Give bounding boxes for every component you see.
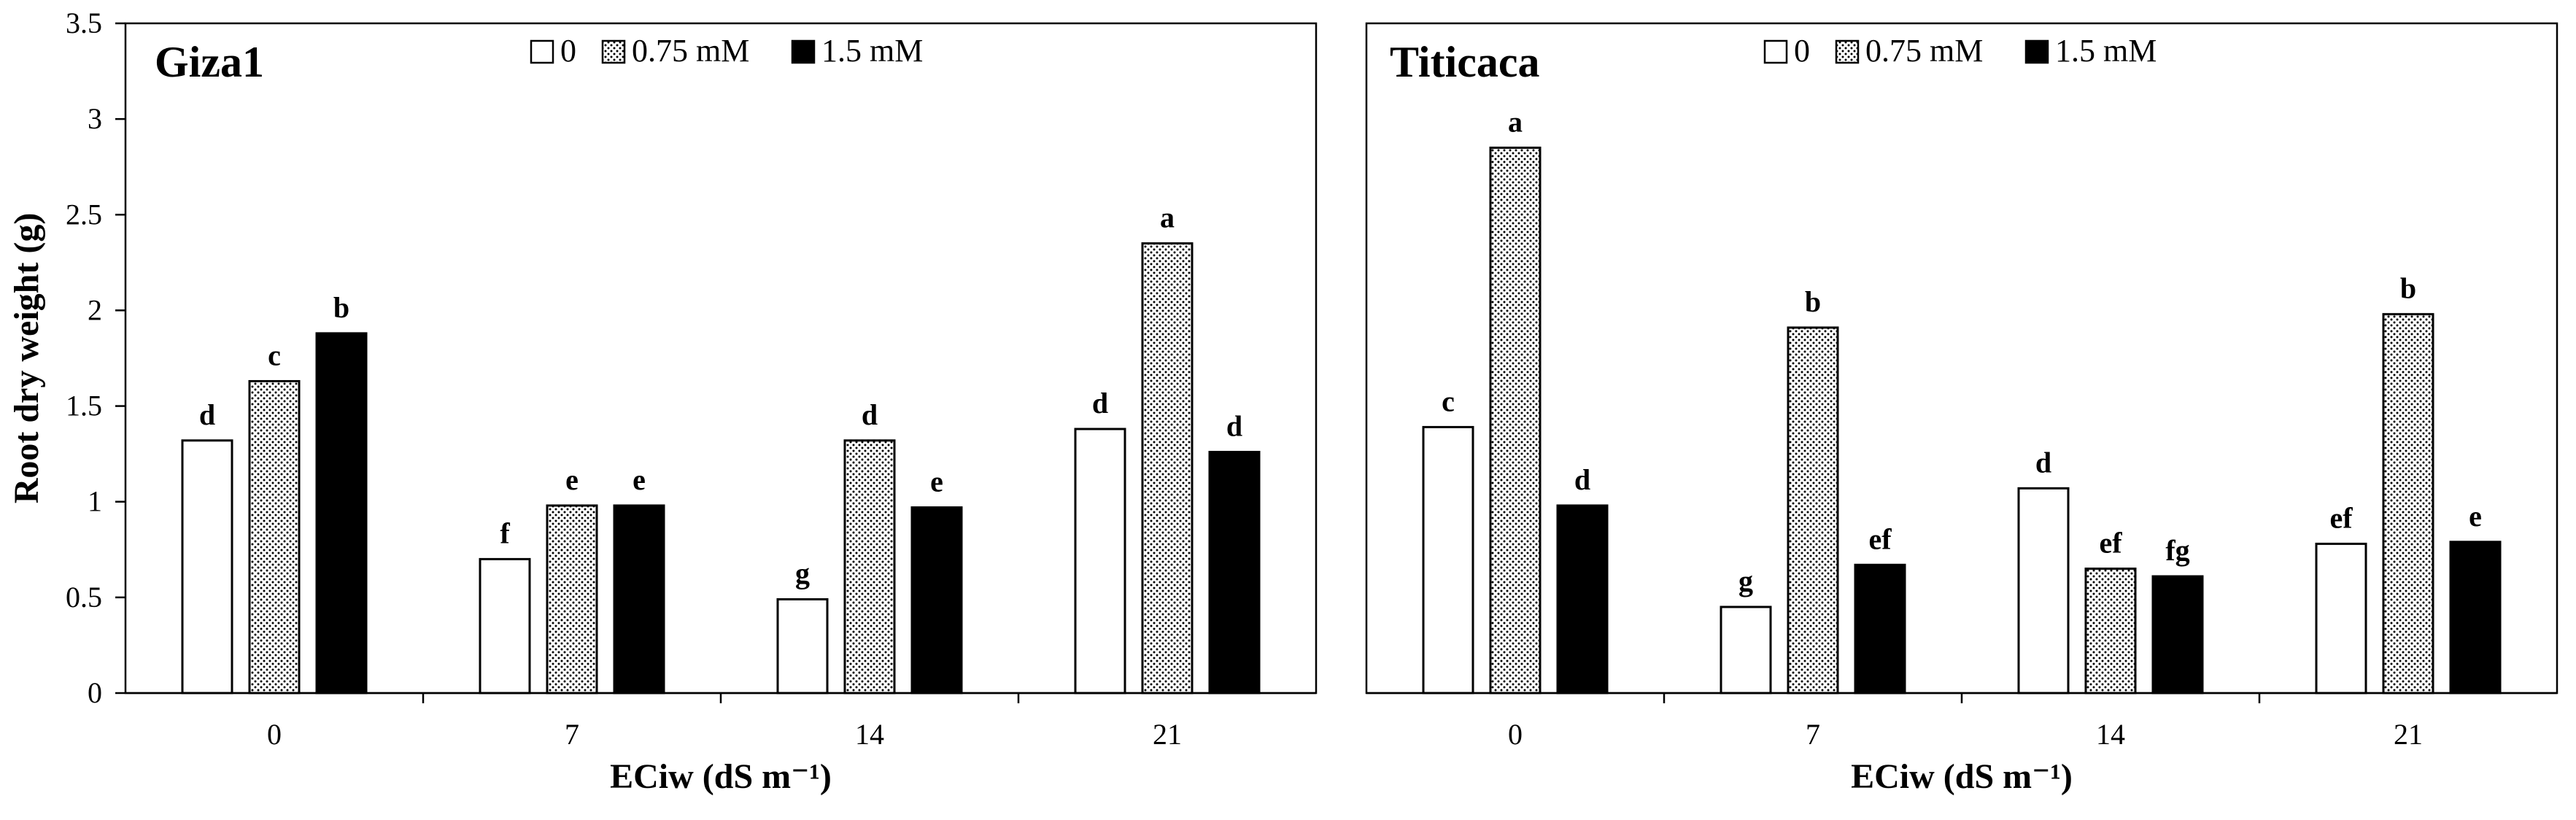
y-tick-label: 2.5 [66, 198, 102, 231]
charts-group: 0 0.5 1 1.5 2 2.5 3 3.5 0 d c b 7 f e e 14 g d e 21 d a d Giza1 0… [7, 7, 2558, 796]
y-tick-label: 1 [88, 485, 102, 518]
significance-letter: d [199, 398, 215, 431]
significance-letter: fg [2165, 534, 2189, 567]
significance-letter: c [1442, 384, 1455, 417]
legend-swatch [791, 39, 816, 64]
bar-7-series-2 [1854, 563, 1906, 695]
bar-7-series-0 [479, 557, 531, 695]
x-tick-label: 14 [855, 718, 884, 751]
panel-frame [124, 22, 1318, 695]
significance-letter: f [500, 517, 510, 549]
y-tick-label: 3.5 [66, 7, 102, 39]
bar-7-series-2 [613, 504, 665, 695]
legend-entry: 0 [1794, 33, 1810, 69]
legend-swatch [530, 39, 554, 64]
significance-letter: d [2035, 446, 2051, 479]
legend-entry: 1.5 mM [2055, 33, 2157, 69]
bar-21-series-1 [2382, 313, 2434, 695]
bar-14-series-0 [776, 597, 829, 695]
significance-letter: g [1738, 565, 1753, 597]
y-tick-label: 1.5 [66, 390, 102, 422]
significance-letter: ef [2099, 527, 2122, 560]
bar-0-series-2 [1556, 504, 1609, 695]
bar-21-series-2 [1208, 451, 1261, 695]
significance-letter: b [333, 291, 349, 324]
significance-letter: d [1092, 387, 1108, 419]
bar-7-series-1 [1787, 326, 1839, 695]
x-tick-label: 21 [1153, 718, 1182, 751]
bar-0-series-0 [1422, 425, 1474, 695]
significance-letter: a [1160, 201, 1175, 234]
legend-entry: 0.75 mM [1865, 33, 1983, 69]
bar-0-series-1 [1489, 146, 1542, 695]
x-tick-label: 7 [565, 718, 579, 751]
y-tick-label: 0.5 [66, 581, 102, 614]
bar-14-series-1 [2084, 568, 2137, 695]
y-tick-label: 3 [88, 102, 102, 135]
significance-letter: e [2469, 500, 2482, 533]
significance-letter: b [2400, 272, 2416, 305]
legend-entry: 0.75 mM [632, 33, 749, 69]
panel-title: Giza1 [155, 38, 264, 86]
legend-entry: 1.5 mM [821, 33, 923, 69]
x-tick-label: 0 [267, 718, 282, 751]
significance-letter: ef [1868, 522, 1892, 555]
significance-letter: d [1574, 463, 1590, 496]
significance-letter: d [862, 398, 878, 431]
legend-entry: 0 [560, 33, 576, 69]
significance-letter: g [795, 557, 810, 589]
significance-letter: a [1508, 105, 1523, 138]
significance-letter: e [565, 463, 579, 496]
bar-14-series-2 [910, 506, 963, 695]
significance-letter: e [930, 465, 943, 498]
bar-0-series-1 [248, 379, 301, 695]
bar-14-series-1 [843, 439, 896, 695]
legend-swatch [1835, 39, 1860, 64]
bar-14-series-2 [2151, 575, 2204, 695]
significance-letter: d [1226, 410, 1242, 443]
y-tick-label: 0 [88, 676, 102, 709]
bar-0-series-0 [181, 439, 233, 695]
x-tick-label: 0 [1508, 718, 1523, 751]
x-tick-label: 7 [1806, 718, 1820, 751]
significance-letter: c [268, 339, 281, 371]
x-tick-label: 14 [2096, 718, 2125, 751]
x-axis-title: ECiw (dS m⁻¹) [1851, 757, 2073, 796]
significance-letter: e [633, 463, 646, 496]
bar-7-series-0 [1720, 606, 1772, 695]
x-axis-title: ECiw (dS m⁻¹) [610, 757, 832, 796]
y-tick-label: 2 [88, 293, 102, 326]
chart-panel-1: 0 c a d 7 g b ef 14 d ef fg 21 ef b e Titicaca 0 0.75 mM 1.… [1365, 22, 2558, 796]
legend-swatch [601, 39, 626, 64]
bar-0-series-2 [315, 332, 368, 695]
bar-21-series-0 [1074, 428, 1126, 695]
panel-title: Titicaca [1390, 38, 1540, 86]
significance-letter: b [1805, 285, 1821, 318]
panel-frame [1365, 22, 2558, 695]
bar-14-series-0 [2017, 487, 2070, 695]
bar-21-series-1 [1141, 242, 1194, 695]
bar-7-series-1 [546, 504, 598, 695]
chart-panel-0: 0 0.5 1 1.5 2 2.5 3 3.5 0 d c b 7 f e e 14 g d e 21 d a d Giza1 0… [7, 7, 1318, 796]
significance-letter: ef [2329, 501, 2353, 534]
bar-21-series-0 [2315, 542, 2367, 695]
legend-swatch [2024, 39, 2049, 64]
legend-swatch [1763, 39, 1788, 64]
y-axis-title: Root dry weight (g) [7, 213, 46, 504]
x-tick-label: 21 [2394, 718, 2423, 751]
bar-21-series-2 [2449, 541, 2502, 695]
